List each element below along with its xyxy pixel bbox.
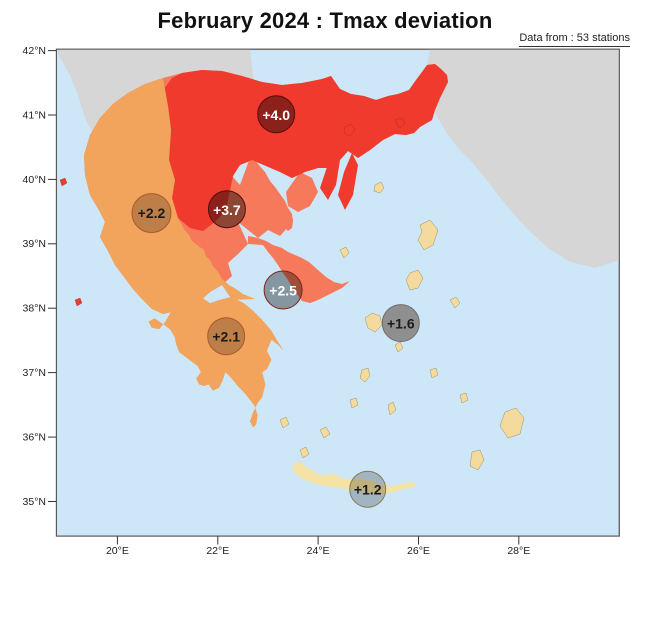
svg-text:+2.1: +2.1 <box>212 329 240 345</box>
svg-text:35°N: 35°N <box>23 496 46 508</box>
svg-text:28°E: 28°E <box>507 545 530 557</box>
svg-text:38°N: 38°N <box>23 303 46 315</box>
svg-text:37°N: 37°N <box>23 367 46 379</box>
svg-text:36°N: 36°N <box>23 432 46 444</box>
svg-text:26°E: 26°E <box>407 545 430 557</box>
svg-text:39°N: 39°N <box>23 238 46 250</box>
svg-text:20°E: 20°E <box>106 545 129 557</box>
svg-text:41°N: 41°N <box>23 109 46 121</box>
svg-text:22°E: 22°E <box>206 545 229 557</box>
svg-text:+1.2: +1.2 <box>354 482 382 498</box>
svg-text:24°E: 24°E <box>307 545 330 557</box>
svg-text:+4.0: +4.0 <box>262 107 290 123</box>
svg-text:+1.6: +1.6 <box>387 316 415 332</box>
svg-text:+2.5: +2.5 <box>269 283 297 299</box>
svg-text:42°N: 42°N <box>23 45 46 57</box>
svg-text:40°N: 40°N <box>23 174 46 186</box>
svg-text:+2.2: +2.2 <box>138 205 166 221</box>
svg-text:+3.7: +3.7 <box>213 202 241 218</box>
